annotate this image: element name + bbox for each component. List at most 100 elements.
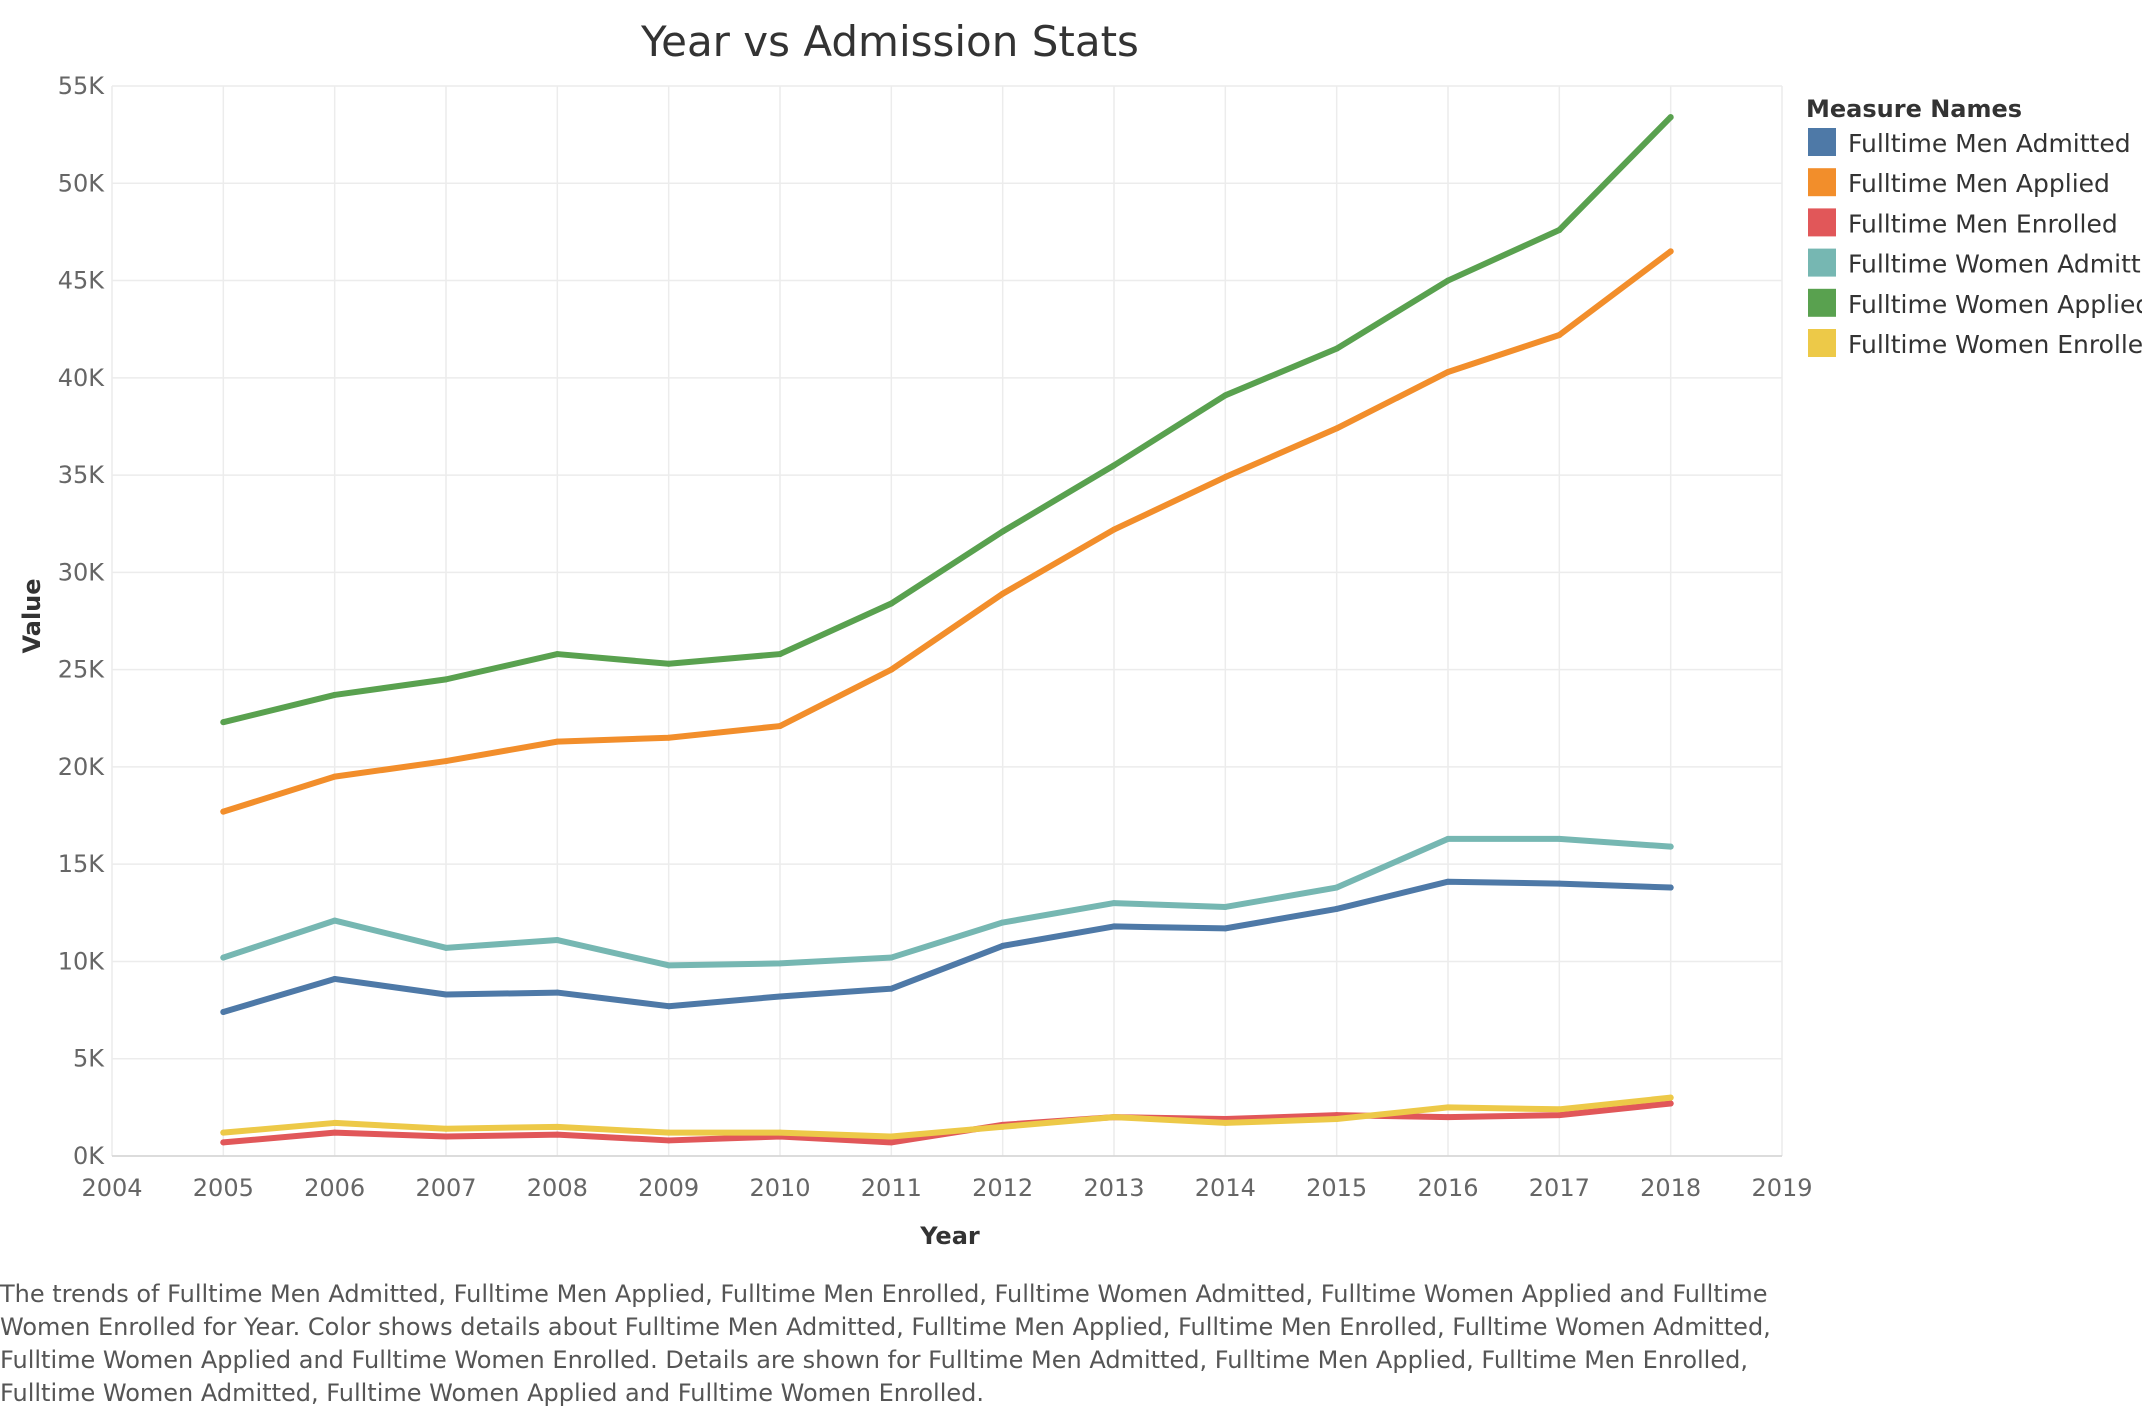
y-tick-label: 30K <box>58 558 106 586</box>
data-point-fulltime-men-admitted <box>1111 923 1117 930</box>
data-point-fulltime-women-admitted <box>888 954 895 961</box>
series-lines <box>220 114 1674 1146</box>
data-point-fulltime-men-enrolled <box>665 1137 672 1144</box>
grid <box>111 85 1783 1157</box>
x-tick-label: 2016 <box>1417 1174 1478 1202</box>
x-tick-label: 2007 <box>415 1174 476 1202</box>
legend-swatch <box>1808 168 1836 197</box>
legend-items: Fulltime Men Admitted Fulltime Men Applie… <box>1808 128 2142 359</box>
x-tick-label: 2013 <box>1083 1174 1144 1202</box>
data-point-fulltime-women-admitted <box>1333 884 1340 891</box>
x-tick-label: 2012 <box>972 1174 1033 1202</box>
data-point-fulltime-women-enrolled <box>1667 1094 1674 1101</box>
x-tick-label: 2006 <box>304 1174 365 1202</box>
legend-swatch <box>1808 128 1836 156</box>
data-point-fulltime-men-applied <box>1556 332 1563 339</box>
data-point-fulltime-women-applied <box>665 660 672 667</box>
data-point-fulltime-women-applied <box>777 651 783 658</box>
y-tick-label: 20K <box>58 753 106 781</box>
data-point-fulltime-men-enrolled <box>888 1139 895 1146</box>
data-point-fulltime-men-enrolled <box>1445 1114 1451 1121</box>
data-point-fulltime-women-enrolled <box>1111 1114 1117 1121</box>
data-point-fulltime-men-enrolled <box>443 1133 449 1140</box>
x-tick-label: 2005 <box>193 1174 254 1202</box>
series-line-fulltime-men-applied <box>220 248 1674 815</box>
y-tick-label: 45K <box>58 267 106 295</box>
x-axis-label: Year <box>919 1222 980 1250</box>
y-tick-label: 15K <box>58 850 106 878</box>
data-point-fulltime-men-applied <box>220 808 227 815</box>
data-point-fulltime-women-applied <box>1111 462 1117 469</box>
data-point-fulltime-women-enrolled <box>1222 1119 1229 1126</box>
data-point-fulltime-men-admitted <box>665 1003 672 1010</box>
data-point-fulltime-women-admitted <box>1556 835 1563 842</box>
data-point-fulltime-women-admitted <box>1667 843 1674 850</box>
data-point-fulltime-women-applied <box>443 676 449 683</box>
data-point-fulltime-women-enrolled <box>665 1129 672 1136</box>
data-point-fulltime-women-enrolled <box>999 1123 1006 1130</box>
y-tick-label: 5K <box>73 1045 105 1073</box>
data-point-fulltime-women-admitted <box>1445 835 1451 842</box>
x-tick-label: 2008 <box>527 1174 588 1202</box>
data-point-fulltime-women-admitted <box>443 944 449 951</box>
data-point-fulltime-women-admitted <box>999 919 1006 926</box>
x-tick-label: 2004 <box>81 1174 142 1202</box>
data-point-fulltime-women-enrolled <box>777 1129 783 1136</box>
y-axis-ticks: 0K 5K 10K 15K 20K 25K 30K 35K 40K 45K 50K 55K <box>58 72 106 1170</box>
data-point-fulltime-men-applied <box>1222 474 1229 481</box>
legend-swatch <box>1808 288 1836 317</box>
y-tick-label: 40K <box>58 364 106 392</box>
data-point-fulltime-men-applied <box>665 734 672 741</box>
data-point-fulltime-men-admitted <box>443 991 449 998</box>
data-point-fulltime-women-applied <box>888 600 895 607</box>
data-point-fulltime-men-applied <box>554 738 561 745</box>
y-tick-label: 50K <box>58 169 106 197</box>
data-point-fulltime-women-enrolled <box>1445 1104 1451 1111</box>
y-tick-label: 25K <box>58 656 106 684</box>
data-point-fulltime-men-enrolled <box>1556 1112 1563 1119</box>
legend-swatch <box>1808 329 1836 357</box>
chart-title: Year vs Admission Stats <box>640 17 1139 66</box>
series-line-fulltime-women-applied <box>220 114 1674 726</box>
data-point-fulltime-men-admitted <box>999 942 1006 949</box>
x-axis-ticks: 2004 2005 2006 2007 2008 2009 2010 2011 2012 2013… <box>81 1174 1812 1202</box>
data-point-fulltime-men-applied <box>1445 368 1451 375</box>
data-point-fulltime-men-applied <box>999 590 1006 597</box>
y-axis-label: Value <box>18 578 46 653</box>
data-point-fulltime-women-applied <box>1445 277 1451 284</box>
y-tick-label: 35K <box>58 461 106 489</box>
legend-label: Fulltime Women Applied <box>1848 290 2142 319</box>
series-line-fulltime-women-admitted <box>220 835 1674 969</box>
data-point-fulltime-women-admitted <box>331 917 338 924</box>
data-point-fulltime-men-enrolled <box>220 1139 227 1146</box>
legend: Measure Names Fulltime Men AdmittedFullt… <box>1806 95 2142 359</box>
x-tick-label: 2011 <box>861 1174 922 1202</box>
data-point-fulltime-women-enrolled <box>554 1123 561 1130</box>
data-point-fulltime-men-applied <box>1667 248 1674 255</box>
data-point-fulltime-women-applied <box>331 691 338 698</box>
legend-label: Fulltime Women Admitted <box>1848 250 2142 279</box>
series-line-fulltime-women-enrolled <box>220 1094 1674 1140</box>
data-point-fulltime-men-applied <box>331 773 338 780</box>
line-chart: Year vs Admission Stats 0K 5K 10K 15K 20K 25K… <box>18 17 2142 1250</box>
data-point-fulltime-women-admitted <box>554 937 561 944</box>
data-point-fulltime-men-applied <box>777 723 783 730</box>
data-point-fulltime-men-enrolled <box>331 1129 338 1136</box>
x-tick-label: 2015 <box>1306 1174 1367 1202</box>
data-point-fulltime-women-admitted <box>220 954 227 961</box>
x-tick-label: 2009 <box>638 1174 699 1202</box>
data-point-fulltime-men-applied <box>1111 526 1117 533</box>
data-point-fulltime-women-admitted <box>1111 900 1117 907</box>
data-point-fulltime-men-admitted <box>888 985 895 992</box>
legend-swatch <box>1808 208 1836 237</box>
data-point-fulltime-men-admitted <box>1556 880 1563 887</box>
data-point-fulltime-women-enrolled <box>331 1119 338 1126</box>
data-point-fulltime-women-applied <box>220 719 227 726</box>
data-point-fulltime-men-admitted <box>1222 925 1229 932</box>
data-point-fulltime-men-admitted <box>777 993 783 1000</box>
data-point-fulltime-men-enrolled <box>554 1131 561 1138</box>
data-point-fulltime-women-applied <box>1333 345 1340 352</box>
x-tick-label: 2014 <box>1195 1174 1256 1202</box>
x-tick-label: 2017 <box>1529 1174 1590 1202</box>
data-point-fulltime-women-enrolled <box>1333 1116 1340 1123</box>
